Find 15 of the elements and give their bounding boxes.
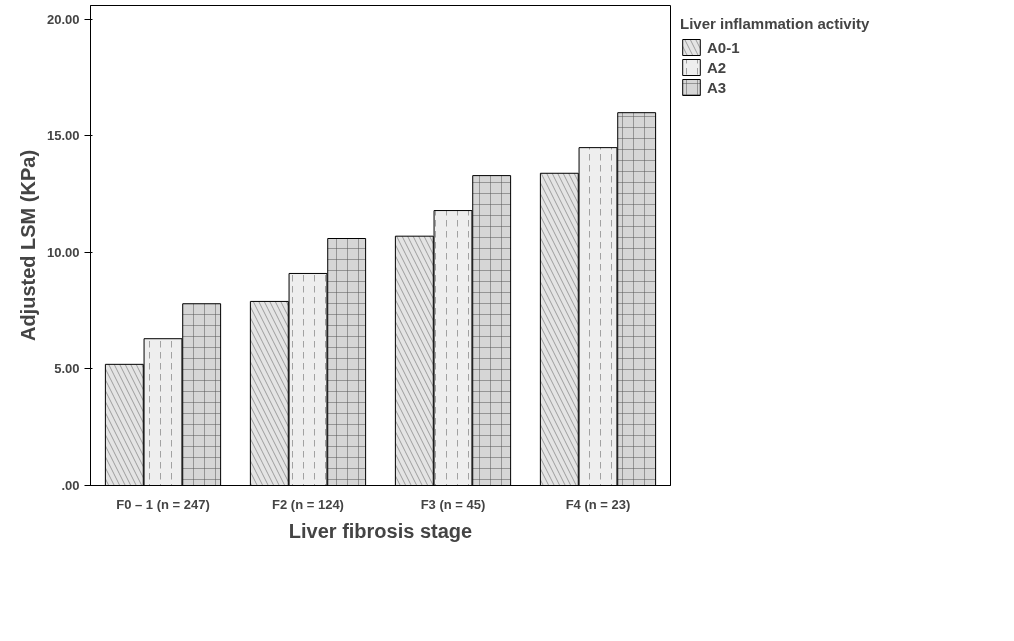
- y-axis-title: Adjusted LSM (KPa): [16, 149, 39, 342]
- legend-label: A0-1: [707, 38, 740, 56]
- y-tick-label: 15.00: [46, 128, 80, 144]
- legend-title: Liver inflammation activity: [680, 15, 870, 32]
- y-tick-label: 5.00: [54, 361, 80, 377]
- x-tick-label: F3 (n = 45): [420, 496, 486, 512]
- y-tick-label: 10.00: [46, 244, 80, 260]
- x-axis-title: Liver fibrosis stage: [288, 519, 473, 542]
- legend-label: A2: [707, 58, 727, 76]
- x-tick-label: F0 – 1 (n = 247): [116, 496, 210, 512]
- x-tick-label: F2 (n = 124): [272, 496, 344, 512]
- legend-label: A3: [707, 78, 727, 96]
- y-tick-label: .00: [61, 478, 80, 493]
- y-tick-label: 20.00: [46, 11, 80, 27]
- x-tick-label: F4 (n = 23): [565, 496, 631, 512]
